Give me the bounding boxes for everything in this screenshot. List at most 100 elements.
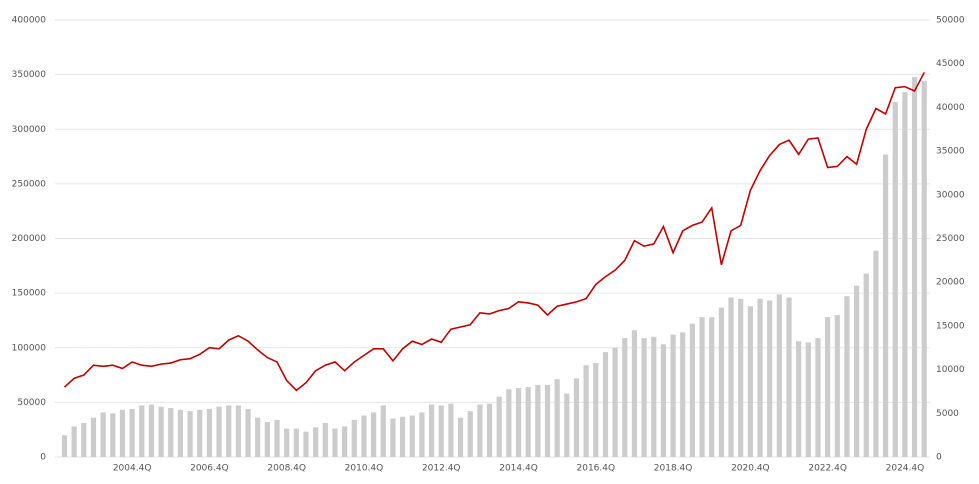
bar xyxy=(622,338,628,457)
bar xyxy=(322,422,328,457)
bar xyxy=(332,428,338,457)
bar xyxy=(351,419,357,457)
y2-tick-label: 35000 xyxy=(936,147,965,157)
bar xyxy=(564,393,570,457)
x-tick-label: 2018.4Q xyxy=(654,464,693,474)
bar xyxy=(796,341,802,457)
bar xyxy=(573,378,580,457)
bar xyxy=(467,411,473,457)
bar xyxy=(71,426,77,457)
x-tick-label: 2012.4Q xyxy=(422,464,461,474)
y2-tick-label: 45000 xyxy=(936,59,965,69)
bar xyxy=(100,412,106,457)
bar xyxy=(390,418,396,457)
bar xyxy=(264,422,270,457)
bar xyxy=(216,406,222,457)
bar xyxy=(371,412,377,457)
y2-tick-label: 15000 xyxy=(936,321,965,331)
bar xyxy=(129,408,135,457)
bar xyxy=(709,317,715,457)
bar xyxy=(699,317,705,457)
bar xyxy=(854,285,860,457)
bar xyxy=(448,403,454,457)
bar xyxy=(400,416,406,457)
bar xyxy=(593,363,599,457)
bar xyxy=(313,427,319,457)
bar xyxy=(525,387,531,457)
bar xyxy=(805,342,811,457)
bar xyxy=(583,365,589,457)
bar xyxy=(535,384,541,457)
bar xyxy=(718,307,724,457)
y2-tick-label: 20000 xyxy=(936,278,965,288)
y2-tick-label: 50000 xyxy=(936,16,965,26)
bar xyxy=(747,306,753,457)
bar xyxy=(883,154,889,457)
bar xyxy=(255,417,261,457)
bar xyxy=(245,408,251,457)
bar xyxy=(380,405,386,457)
y-tick-label: 100000 xyxy=(12,343,47,353)
bar xyxy=(139,405,145,457)
bar xyxy=(921,81,927,458)
x-tick-label: 2004.4Q xyxy=(113,464,152,474)
y-tick-label: 250000 xyxy=(12,179,47,189)
y-tick-label: 300000 xyxy=(12,125,47,135)
bar xyxy=(892,102,898,457)
y-tick-label: 50000 xyxy=(17,398,46,408)
bar xyxy=(641,338,647,457)
bar xyxy=(428,404,435,457)
bar xyxy=(651,336,657,457)
bar xyxy=(554,379,560,457)
x-tick-label: 2008.4Q xyxy=(267,464,306,474)
bar xyxy=(825,317,831,457)
bar xyxy=(206,408,212,457)
bar xyxy=(776,294,782,457)
bar xyxy=(767,300,773,457)
bar xyxy=(873,250,879,457)
bar xyxy=(863,273,869,457)
bar xyxy=(177,409,184,457)
bar xyxy=(293,428,299,457)
x-tick-label: 2014.4Q xyxy=(499,464,538,474)
x-tick-label: 2010.4Q xyxy=(345,464,384,474)
y2-tick-label: 40000 xyxy=(936,103,965,113)
y2-tick-label: 10000 xyxy=(936,365,965,375)
bar xyxy=(235,405,241,457)
bar xyxy=(515,387,522,457)
bar xyxy=(303,431,309,457)
bar xyxy=(902,92,908,457)
bar xyxy=(612,347,618,457)
bar xyxy=(274,419,280,457)
bar xyxy=(61,435,68,457)
bar xyxy=(670,334,676,457)
bar xyxy=(544,384,551,457)
x-tick-label: 2020.4Q xyxy=(731,464,770,474)
bar xyxy=(419,412,425,457)
bar xyxy=(409,415,415,457)
line xyxy=(63,72,925,392)
bar xyxy=(284,428,290,457)
bar xyxy=(496,396,502,457)
bar xyxy=(834,314,840,457)
bar xyxy=(689,323,695,457)
y2-tick-label: 30000 xyxy=(936,190,965,200)
bar xyxy=(786,297,792,457)
bar xyxy=(728,297,734,457)
bar xyxy=(361,415,367,457)
bar xyxy=(631,330,638,457)
bar xyxy=(680,332,686,457)
y-tick-label: 350000 xyxy=(12,70,47,80)
bar xyxy=(738,298,744,457)
bar xyxy=(660,344,667,457)
bar xyxy=(486,403,493,457)
bar xyxy=(197,409,203,457)
y2-tick-label: 0 xyxy=(936,453,942,463)
y2-tick-label: 25000 xyxy=(936,234,965,244)
bar xyxy=(158,406,164,457)
bar xyxy=(90,417,97,457)
bar xyxy=(438,405,444,457)
bar xyxy=(815,338,821,457)
y-tick-label: 150000 xyxy=(12,289,47,299)
